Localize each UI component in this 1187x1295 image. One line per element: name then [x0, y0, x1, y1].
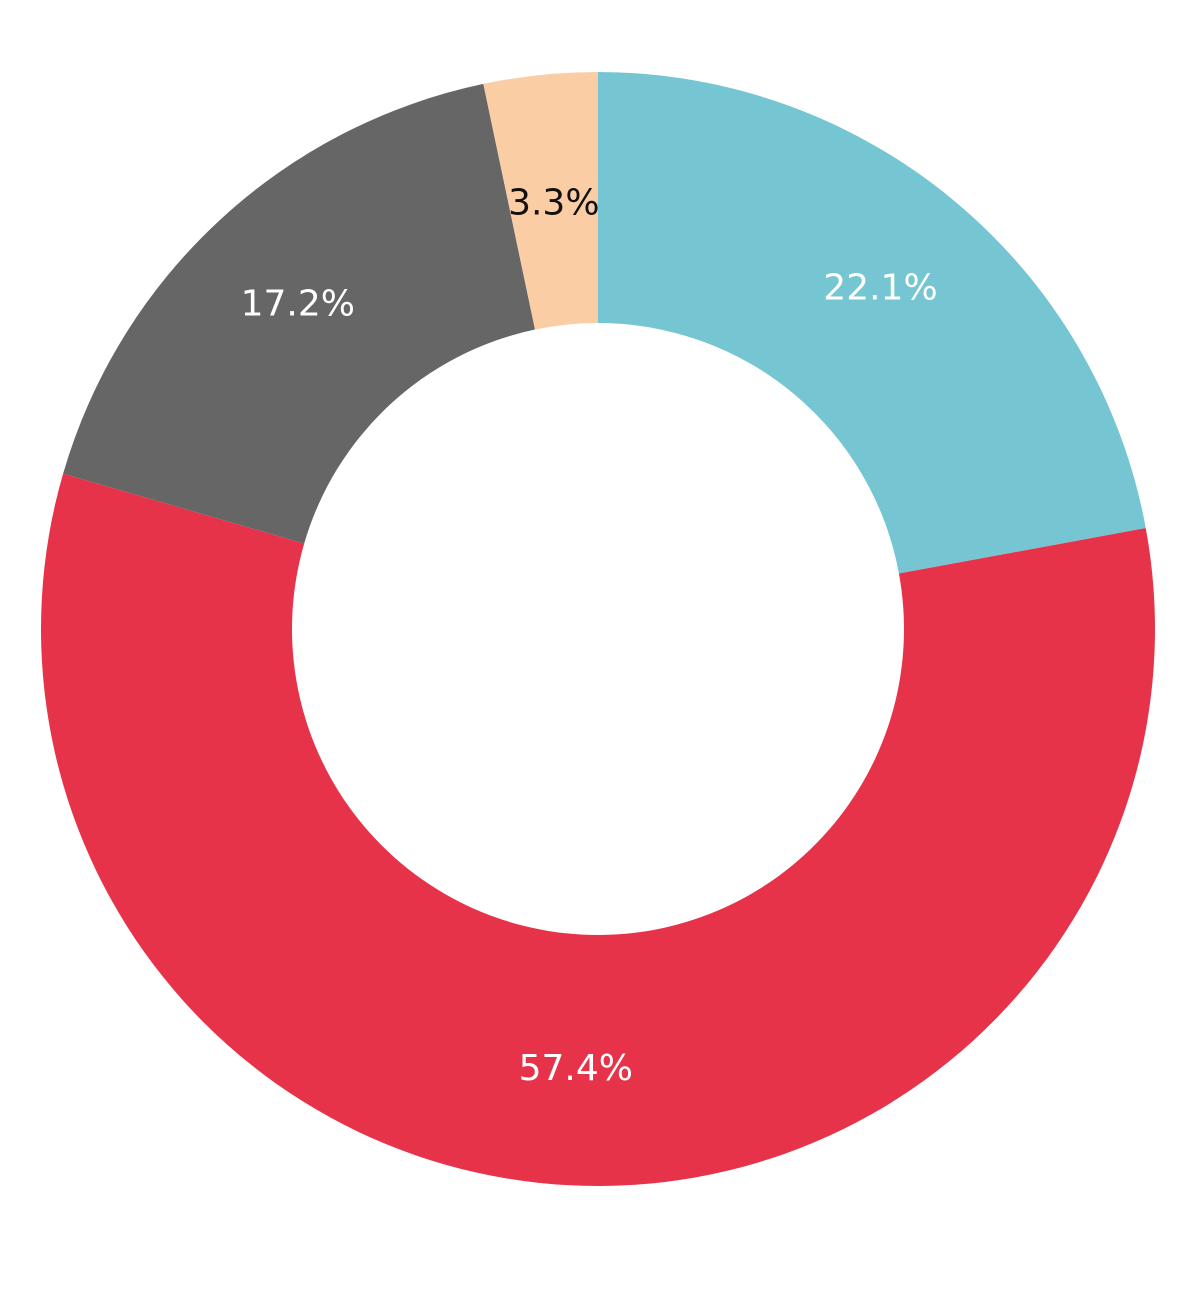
slice-label-1: 57.4% [519, 1048, 633, 1089]
labels-group: 22.1% 57.4% 17.2% 3.3% [241, 182, 938, 1089]
slice-label-0: 22.1% [823, 268, 937, 309]
slice-label-3: 3.3% [508, 182, 599, 223]
slice-0 [598, 72, 1146, 574]
slices-group [40, 72, 1156, 1187]
slice-3 [483, 72, 598, 330]
slice-2 [63, 83, 536, 544]
slice-1 [40, 473, 1156, 1187]
slice-label-2: 17.2% [241, 283, 355, 324]
